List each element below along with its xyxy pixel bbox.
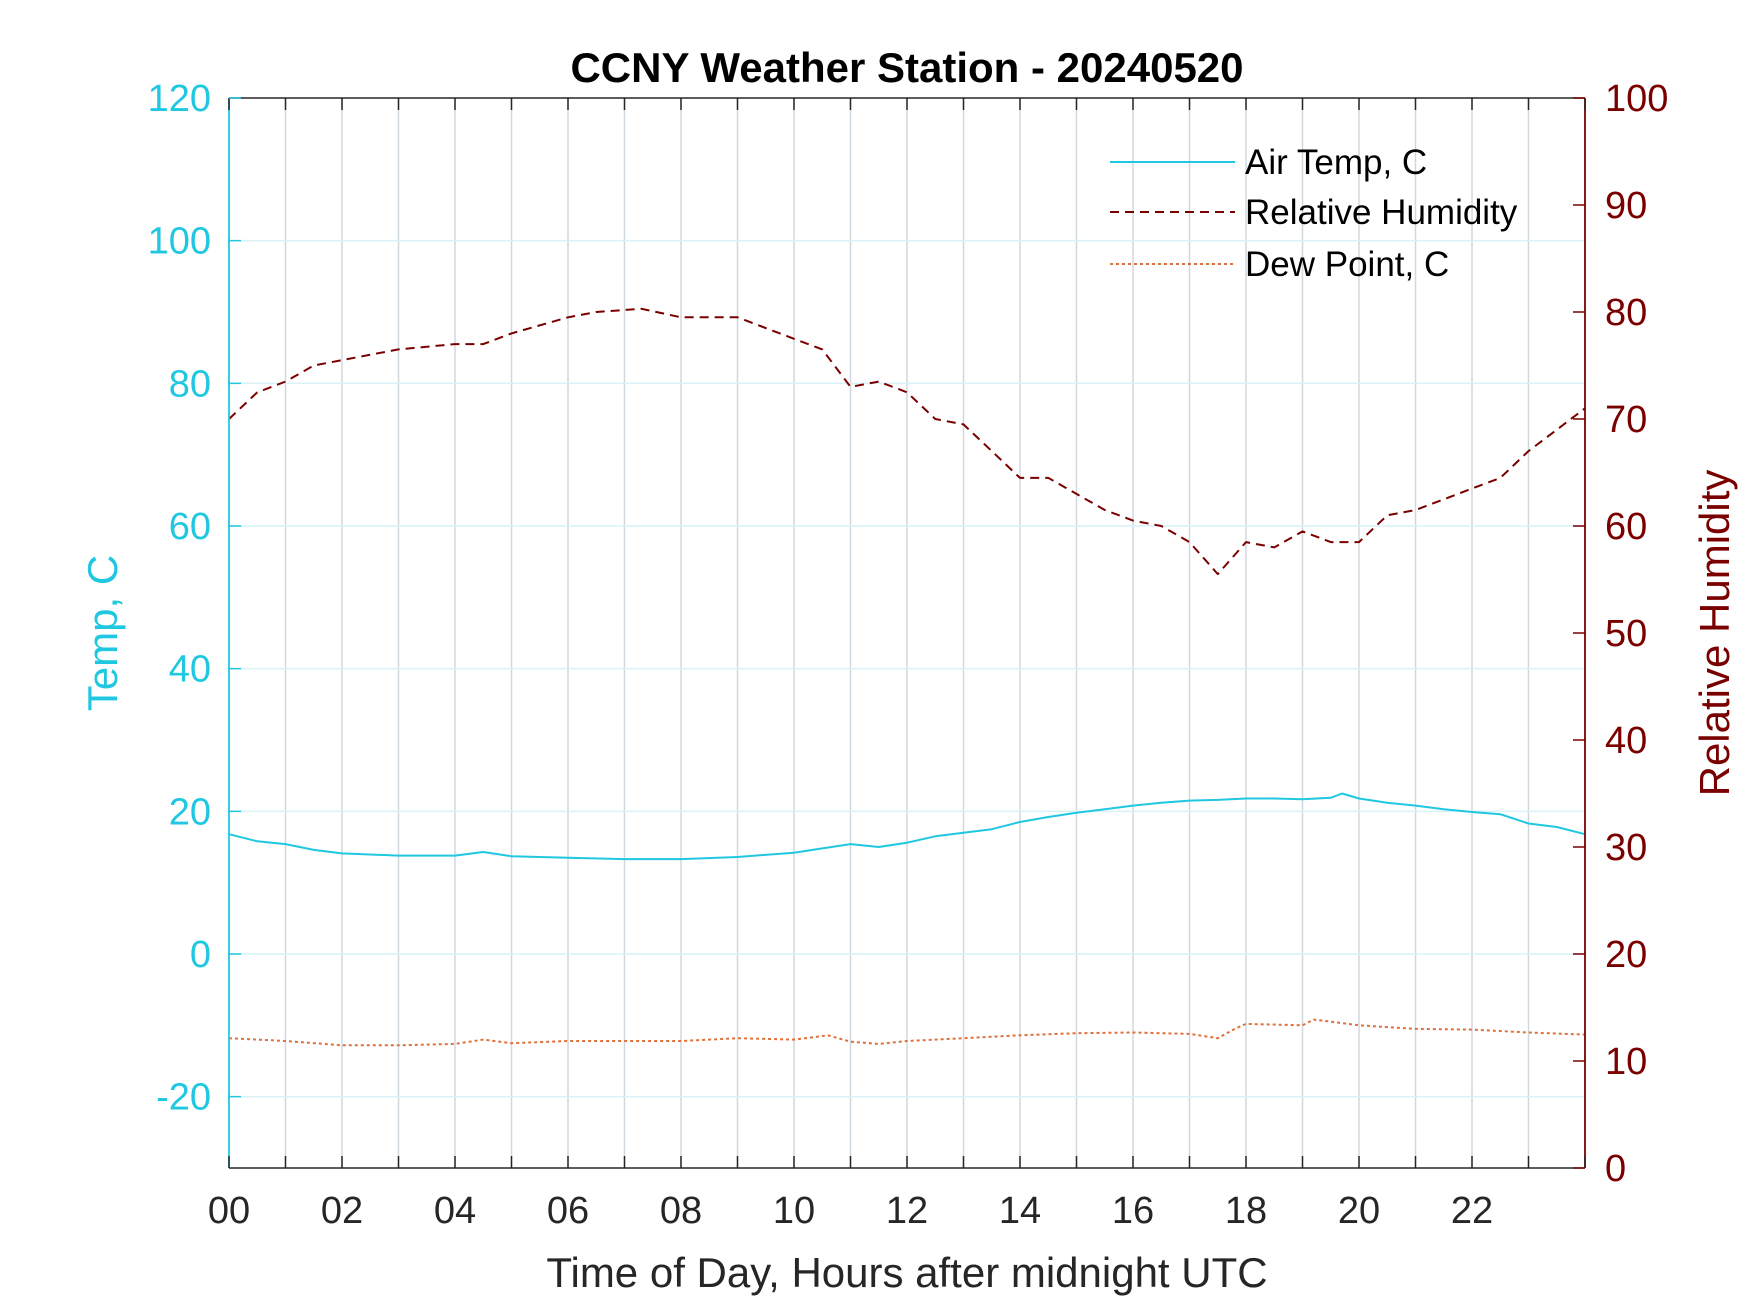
chart-title: CCNY Weather Station - 20240520 <box>570 44 1243 91</box>
y-right-tick-label: 80 <box>1605 292 1647 334</box>
x-tick-label: 22 <box>1451 1190 1493 1232</box>
series-relative-humidity-line <box>228 307 1586 576</box>
x-tick-label: 10 <box>773 1190 815 1232</box>
series-dew-point-line <box>228 1018 1586 1047</box>
x-tick-label: 12 <box>886 1190 928 1232</box>
y-right-tick-label: 20 <box>1605 934 1647 976</box>
series-lines <box>228 307 1586 1047</box>
grid-lines <box>229 98 1585 1168</box>
x-tick-label: 14 <box>999 1190 1041 1232</box>
y-left-tick-label: 20 <box>169 791 211 833</box>
x-tick-label: 06 <box>547 1190 589 1232</box>
y-left-tick-label: 60 <box>169 506 211 548</box>
x-axis-label: Time of Day, Hours after midnight UTC <box>546 1249 1267 1296</box>
y-right-tick-label: 50 <box>1605 613 1647 655</box>
y-right-tick-label: 30 <box>1605 827 1647 869</box>
x-tick-label: 20 <box>1338 1190 1380 1232</box>
y-right-tick-label: 90 <box>1605 185 1647 227</box>
y-left-tick-label: -20 <box>156 1077 211 1119</box>
series-air-temp-line <box>228 792 1586 861</box>
y-right-tick-label: 10 <box>1605 1041 1647 1083</box>
x-tick-label: 16 <box>1112 1190 1154 1232</box>
legend-label-air-temp: Air Temp, C <box>1245 143 1427 182</box>
y-right-tick-label: 100 <box>1605 78 1668 120</box>
x-tick-label: 08 <box>660 1190 702 1232</box>
right-axis-label: Relative Humidity <box>1691 470 1738 797</box>
legend-label-relative-humidity: Relative Humidity <box>1245 193 1518 232</box>
x-tick-label: 04 <box>434 1190 476 1232</box>
left-axis-label: Temp, C <box>79 555 126 711</box>
legend: Air Temp, C Relative Humidity Dew Point,… <box>1110 143 1518 284</box>
y-left-tick-label: 120 <box>148 78 211 120</box>
y-left-tick-label: 40 <box>169 649 211 691</box>
y-left-tick-label: 80 <box>169 363 211 405</box>
x-tick-label: 00 <box>208 1190 250 1232</box>
x-tick-label: 02 <box>321 1190 363 1232</box>
legend-label-dew-point: Dew Point, C <box>1245 245 1449 284</box>
y-left-tick-label: 0 <box>190 934 211 976</box>
tick-marks <box>228 97 1586 1169</box>
x-tick-label: 18 <box>1225 1190 1267 1232</box>
tick-labels: 00 02 04 06 08 10 12 14 16 18 20 22-200204060801001… <box>148 78 1669 1232</box>
y-right-tick-label: 0 <box>1605 1148 1626 1190</box>
y-right-tick-label: 60 <box>1605 506 1647 548</box>
y-right-tick-label: 70 <box>1605 399 1647 441</box>
y-right-tick-label: 40 <box>1605 720 1647 762</box>
y-left-tick-label: 100 <box>148 221 211 263</box>
